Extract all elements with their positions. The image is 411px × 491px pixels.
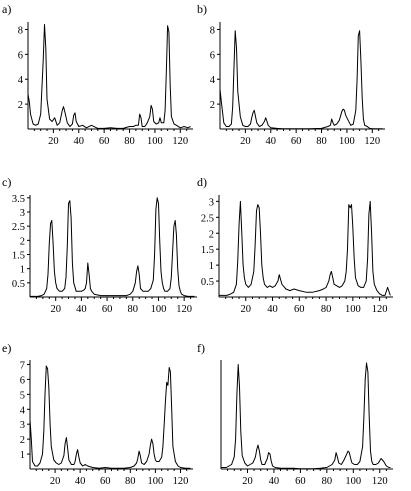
y-tick-label: 8 <box>210 25 215 36</box>
x-tick-label: 100 <box>345 304 361 315</box>
spectrum-line <box>29 365 191 469</box>
x-tick-label: 60 <box>295 476 306 487</box>
y-tick-label: 6 <box>18 50 23 61</box>
panel-label: b) <box>197 2 207 16</box>
y-tick-label: 2 <box>20 236 25 247</box>
x-tick-label: 100 <box>147 136 163 147</box>
y-tick-label: 0.5 <box>201 277 214 288</box>
x-tick-label: 20 <box>50 476 61 487</box>
y-tick-label: 2 <box>20 435 25 446</box>
x-tick-label: 40 <box>267 304 278 315</box>
x-tick-label: 100 <box>345 476 361 487</box>
y-tick-label: 4 <box>20 405 26 416</box>
x-tick-label: 80 <box>125 476 136 487</box>
x-tick-label: 100 <box>339 136 355 147</box>
panel: f) 20 40 60 80 100 120 <box>197 341 393 487</box>
y-tick-label: 1 <box>209 261 214 272</box>
x-tick-label: 120 <box>176 304 192 315</box>
x-tick-label: 40 <box>75 476 86 487</box>
spectrum-line <box>219 200 391 296</box>
y-tick-label: 0.5 <box>12 279 25 290</box>
y-tick-label: 3.5 <box>12 194 25 205</box>
y-tick-label: 6 <box>20 375 25 386</box>
panel: c) 20 40 60 80 100 120 0.5 1 1.5 2 2.5 3 3.5 <box>2 175 197 315</box>
panel-label: c) <box>2 175 11 189</box>
x-tick-label: 60 <box>294 304 305 315</box>
panel-label: e) <box>2 341 11 355</box>
panel-label: d) <box>197 175 207 189</box>
y-tick-label: 1.5 <box>12 251 25 262</box>
x-tick-label: 80 <box>322 476 333 487</box>
x-tick-label: 40 <box>76 304 87 315</box>
y-tick-label: 2.5 <box>12 222 25 233</box>
x-tick-label: 120 <box>364 136 380 147</box>
y-tick-label: 3 <box>20 208 25 219</box>
x-tick-label: 60 <box>100 476 111 487</box>
panel-label: f) <box>197 341 205 355</box>
y-tick-label: 5 <box>20 390 25 401</box>
y-tick-label: 1 <box>20 265 25 276</box>
panel-label: a) <box>2 2 11 16</box>
panel: e) 20 40 60 80 100 120 1 2 3 4 5 6 7 <box>2 341 193 487</box>
y-tick-label: 1.5 <box>201 245 214 256</box>
x-tick-label: 80 <box>321 304 332 315</box>
x-tick-label: 20 <box>240 136 251 147</box>
y-tick-label: 6 <box>210 50 215 61</box>
x-tick-label: 20 <box>50 304 61 315</box>
x-tick-label: 20 <box>48 136 59 147</box>
x-tick-label: 20 <box>242 476 253 487</box>
x-tick-label: 100 <box>151 304 167 315</box>
x-tick-label: 120 <box>372 304 388 315</box>
panel: d) 20 40 60 80 100 120 0.5 1 1.5 2 2.5 3 <box>197 175 393 315</box>
y-tick-label: 1 <box>20 450 25 461</box>
x-tick-label: 80 <box>316 136 327 147</box>
x-tick-label: 60 <box>102 304 113 315</box>
x-tick-label: 40 <box>269 476 280 487</box>
x-tick-label: 20 <box>241 304 252 315</box>
y-tick-label: 2 <box>210 100 215 111</box>
spectrum-line <box>219 30 383 130</box>
y-tick-label: 4 <box>210 75 216 86</box>
y-tick-label: 7 <box>20 360 25 371</box>
y-tick-label: 2 <box>209 229 214 240</box>
x-tick-label: 40 <box>266 136 277 147</box>
y-tick-label: 8 <box>18 25 23 36</box>
x-tick-label: 120 <box>172 136 188 147</box>
panel: b) 20 40 60 80 100 120 2 4 6 8 <box>197 2 385 147</box>
spectrum-line <box>27 24 191 129</box>
x-tick-label: 60 <box>291 136 302 147</box>
y-tick-label: 2.5 <box>201 213 214 224</box>
spectrum-line <box>30 197 195 297</box>
y-tick-label: 3 <box>209 197 214 208</box>
y-tick-label: 2 <box>18 100 23 111</box>
x-tick-label: 120 <box>372 476 388 487</box>
x-tick-label: 120 <box>173 476 189 487</box>
x-tick-label: 100 <box>148 476 164 487</box>
x-tick-label: 60 <box>99 136 110 147</box>
y-tick-label: 3 <box>20 420 25 431</box>
x-tick-label: 80 <box>128 304 139 315</box>
x-tick-label: 40 <box>74 136 85 147</box>
spectrum-line <box>221 362 391 470</box>
panel: a) 20 40 60 80 100 120 2 4 6 8 <box>2 2 193 147</box>
y-tick-label: 4 <box>18 75 24 86</box>
x-tick-label: 80 <box>124 136 135 147</box>
